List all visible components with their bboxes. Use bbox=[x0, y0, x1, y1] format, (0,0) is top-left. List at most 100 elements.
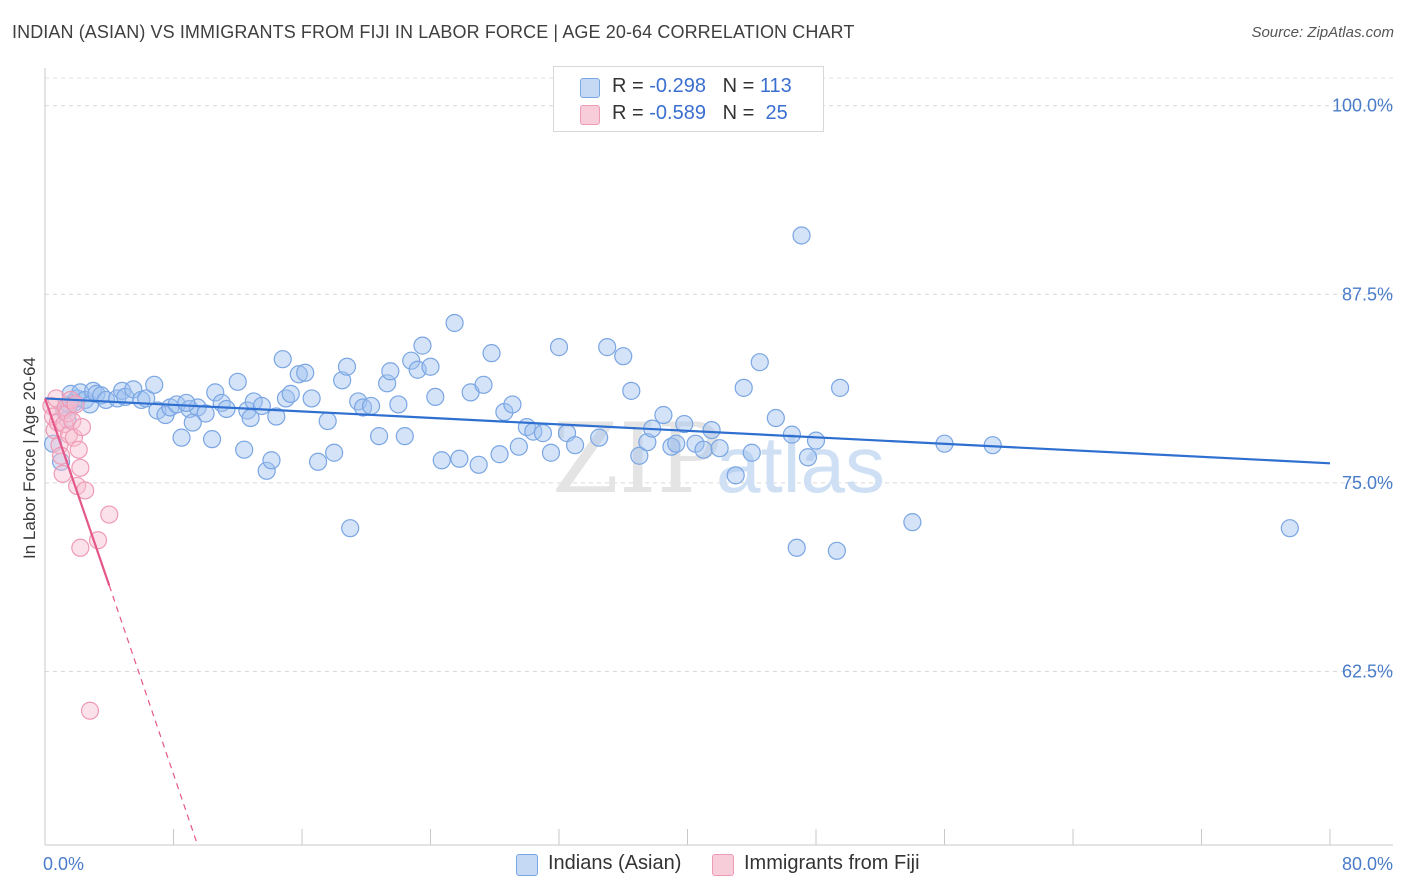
legend-r-label: R = bbox=[612, 75, 650, 97]
point-indians bbox=[257, 461, 276, 480]
legend-swatch-indians bbox=[580, 78, 600, 98]
point-indians bbox=[267, 407, 286, 426]
legend-text-fiji: R = -0.589 N = 25 bbox=[612, 102, 788, 125]
point-indians bbox=[402, 351, 421, 370]
y-tick-label: 87.5% bbox=[1342, 284, 1393, 304]
point-indians bbox=[766, 408, 785, 428]
trend-line-fiji bbox=[43, 398, 111, 586]
point-fiji bbox=[66, 395, 85, 414]
point-indians bbox=[252, 396, 271, 416]
point-indians bbox=[742, 443, 761, 462]
point-indians bbox=[413, 336, 432, 355]
point-indians bbox=[395, 427, 414, 446]
tick-labels: 100.0% 87.5% 75.0% 62.5% 0.0% 80.0% bbox=[43, 96, 1393, 874]
point-indians bbox=[667, 434, 686, 453]
trend-line-fiji-extension bbox=[108, 585, 199, 846]
point-indians bbox=[509, 437, 528, 456]
point-indians bbox=[598, 338, 617, 357]
point-indians bbox=[378, 374, 397, 393]
point-indians bbox=[590, 428, 609, 447]
point-indians bbox=[296, 363, 315, 382]
legend-n-label: N = bbox=[722, 75, 760, 97]
point-indians bbox=[302, 389, 321, 408]
point-indians bbox=[638, 433, 657, 452]
bottom-legend-label-indians: Indians (Asian) bbox=[548, 852, 682, 874]
point-indians bbox=[806, 431, 826, 450]
legend-swatch-fiji bbox=[580, 105, 600, 125]
point-indians bbox=[318, 411, 337, 431]
point-indians bbox=[381, 362, 400, 381]
bottom-legend-label-fiji: Immigrants from Fiji bbox=[744, 852, 920, 874]
chart-title: INDIAN (ASIAN) VS IMMIGRANTS FROM FIJI I… bbox=[12, 22, 855, 42]
point-indians bbox=[273, 350, 292, 369]
x-tick-label: 80.0% bbox=[1342, 854, 1393, 874]
point-indians bbox=[702, 420, 721, 440]
point-indians bbox=[827, 541, 846, 560]
point-fiji bbox=[69, 440, 88, 459]
point-indians bbox=[289, 365, 308, 384]
point-indians bbox=[172, 428, 191, 447]
point-indians bbox=[325, 443, 344, 462]
point-indians bbox=[503, 395, 522, 414]
point-indians bbox=[662, 437, 681, 456]
point-indians bbox=[469, 455, 488, 474]
point-indians bbox=[432, 451, 451, 470]
source-label: Source: ZipAtlas.com bbox=[1251, 24, 1394, 41]
point-indians bbox=[830, 378, 850, 397]
point-indians bbox=[196, 404, 215, 423]
y-tick-label: 100.0% bbox=[1332, 96, 1393, 116]
point-indians bbox=[370, 427, 389, 446]
x-tick-label: 0.0% bbox=[43, 854, 84, 874]
point-indians bbox=[333, 371, 352, 390]
point-indians bbox=[490, 445, 509, 464]
point-indians bbox=[145, 375, 164, 394]
point-indians bbox=[622, 381, 641, 400]
point-indians bbox=[450, 449, 469, 468]
y-tick-label: 75.0% bbox=[1342, 473, 1393, 493]
point-indians bbox=[565, 436, 585, 455]
legend-r-label: R = bbox=[612, 102, 650, 124]
point-indians bbox=[426, 387, 445, 407]
point-indians bbox=[541, 443, 561, 462]
point-indians bbox=[903, 513, 922, 532]
legend-r-value: -0.298 bbox=[649, 75, 706, 97]
point-indians bbox=[782, 425, 802, 444]
point-indians bbox=[228, 372, 247, 391]
y-axis-label: In Labor Force | Age 20-64 bbox=[20, 357, 39, 559]
axes bbox=[44, 68, 1393, 846]
point-indians bbox=[675, 414, 694, 434]
point-indians bbox=[202, 430, 222, 449]
trend-line-indians bbox=[44, 397, 1331, 465]
point-indians bbox=[734, 378, 753, 397]
point-indians bbox=[798, 448, 818, 467]
point-indians bbox=[337, 357, 357, 376]
stats-legend: R = -0.298 N = 113 R = -0.589 N = 25 bbox=[553, 66, 824, 132]
grid bbox=[45, 77, 1393, 672]
point-fiji bbox=[71, 458, 90, 477]
point-indians bbox=[235, 440, 254, 459]
point-fiji bbox=[72, 417, 92, 437]
point-indians bbox=[389, 395, 408, 414]
bottom-legend-swatch-fiji bbox=[712, 854, 734, 876]
point-indians bbox=[474, 375, 493, 394]
y-tick-label: 62.5% bbox=[1342, 661, 1393, 681]
points bbox=[42, 226, 1299, 720]
point-indians bbox=[549, 338, 569, 357]
watermark: ZIP atlas bbox=[552, 403, 885, 515]
point-indians bbox=[341, 519, 360, 538]
point-indians bbox=[750, 353, 769, 372]
point-indians bbox=[281, 384, 300, 403]
trend-lines bbox=[43, 397, 1331, 846]
bottom-legend-swatch-indians bbox=[516, 854, 538, 876]
point-indians bbox=[1280, 519, 1299, 538]
point-indians bbox=[177, 393, 196, 413]
point-indians bbox=[792, 226, 811, 245]
point-indians bbox=[308, 452, 328, 471]
legend-text-indians: R = -0.298 N = 113 bbox=[612, 75, 792, 98]
point-indians bbox=[445, 313, 464, 333]
point-indians bbox=[533, 424, 553, 443]
legend-n-label: N = bbox=[722, 102, 760, 124]
point-indians bbox=[726, 466, 745, 485]
point-indians bbox=[262, 451, 281, 470]
